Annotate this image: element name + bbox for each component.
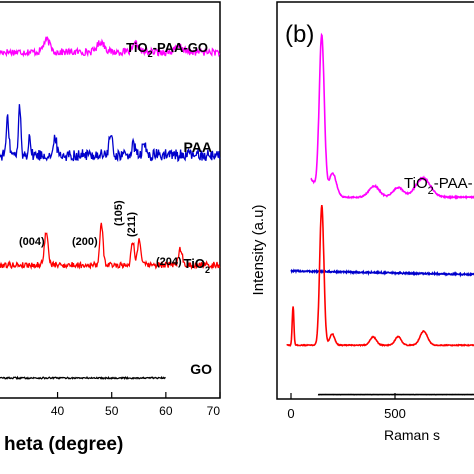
panel-a-tick-label-3: 70 bbox=[207, 404, 221, 418]
panel-b-label: (b) bbox=[285, 21, 314, 48]
panel-a-series bbox=[0, 36, 221, 381]
panel-a: 40 50 60 70 TiO2-PAA-GO PAA TiO2 GO (004) (200)… bbox=[0, 1, 221, 455]
panel-a-tick-label-0: 40 bbox=[51, 404, 65, 418]
panel-a-series-labels: TiO2-PAA-GO PAA TiO2 GO bbox=[126, 40, 212, 377]
panel-a-series-label-1: PAA bbox=[183, 139, 212, 155]
panel-b-x-ticks: 0 500 bbox=[287, 393, 406, 421]
panel-b-tick-label-0: 0 bbox=[287, 406, 294, 421]
panel-a-annotation-4: (204) bbox=[156, 256, 182, 268]
panel-a-frame bbox=[0, 1, 221, 399]
panel-b-series-label-0: TiO2-PAA- bbox=[404, 175, 473, 197]
panel-a-series-label-3: GO bbox=[190, 361, 212, 377]
panel-a-series-label-2: TiO2 bbox=[184, 256, 210, 275]
panel-b-series-line-0 bbox=[310, 32, 474, 200]
panel-b-series-labels: TiO2-PAA- bbox=[404, 175, 473, 197]
panel-a-tick-label-1: 50 bbox=[105, 404, 119, 418]
panel-b-series-line-1 bbox=[290, 268, 474, 278]
panel-b-series bbox=[286, 32, 474, 396]
panel-a-x-axis-label: heta (degree) bbox=[4, 434, 123, 455]
panel-b-series-line-2 bbox=[286, 204, 474, 348]
panel-a-series-line-2 bbox=[0, 222, 221, 270]
panel-a-x-ticks: 40 50 60 70 bbox=[51, 392, 221, 418]
panel-a-annotation-1: (200) bbox=[72, 236, 98, 248]
panel-a-series-line-1 bbox=[0, 104, 221, 163]
panel-b-x-axis-label: Raman s bbox=[384, 427, 440, 443]
panel-a-annotations: (004) (200) (105) (211) (204) bbox=[19, 200, 182, 268]
panel-a-tick-label-2: 60 bbox=[159, 404, 173, 418]
panel-a-annotation-3: (211) bbox=[126, 212, 138, 237]
panel-b-tick-label-1: 500 bbox=[384, 406, 406, 421]
panel-b: (b) 0 500 TiO2-PAA- Intensity (a.u) Raman… bbox=[250, 1, 474, 443]
panel-a-annotation-0: (004) bbox=[19, 236, 45, 248]
panel-b-frame bbox=[276, 1, 474, 400]
panel-a-annotation-2: (105) bbox=[113, 200, 125, 226]
panel-a-series-label-0: TiO2-PAA-GO bbox=[126, 40, 208, 59]
panel-a-series-line-0 bbox=[0, 36, 221, 58]
panel-b-y-axis-label: Intensity (a.u) bbox=[250, 205, 267, 296]
panel-a-series-line-3 bbox=[0, 375, 166, 381]
